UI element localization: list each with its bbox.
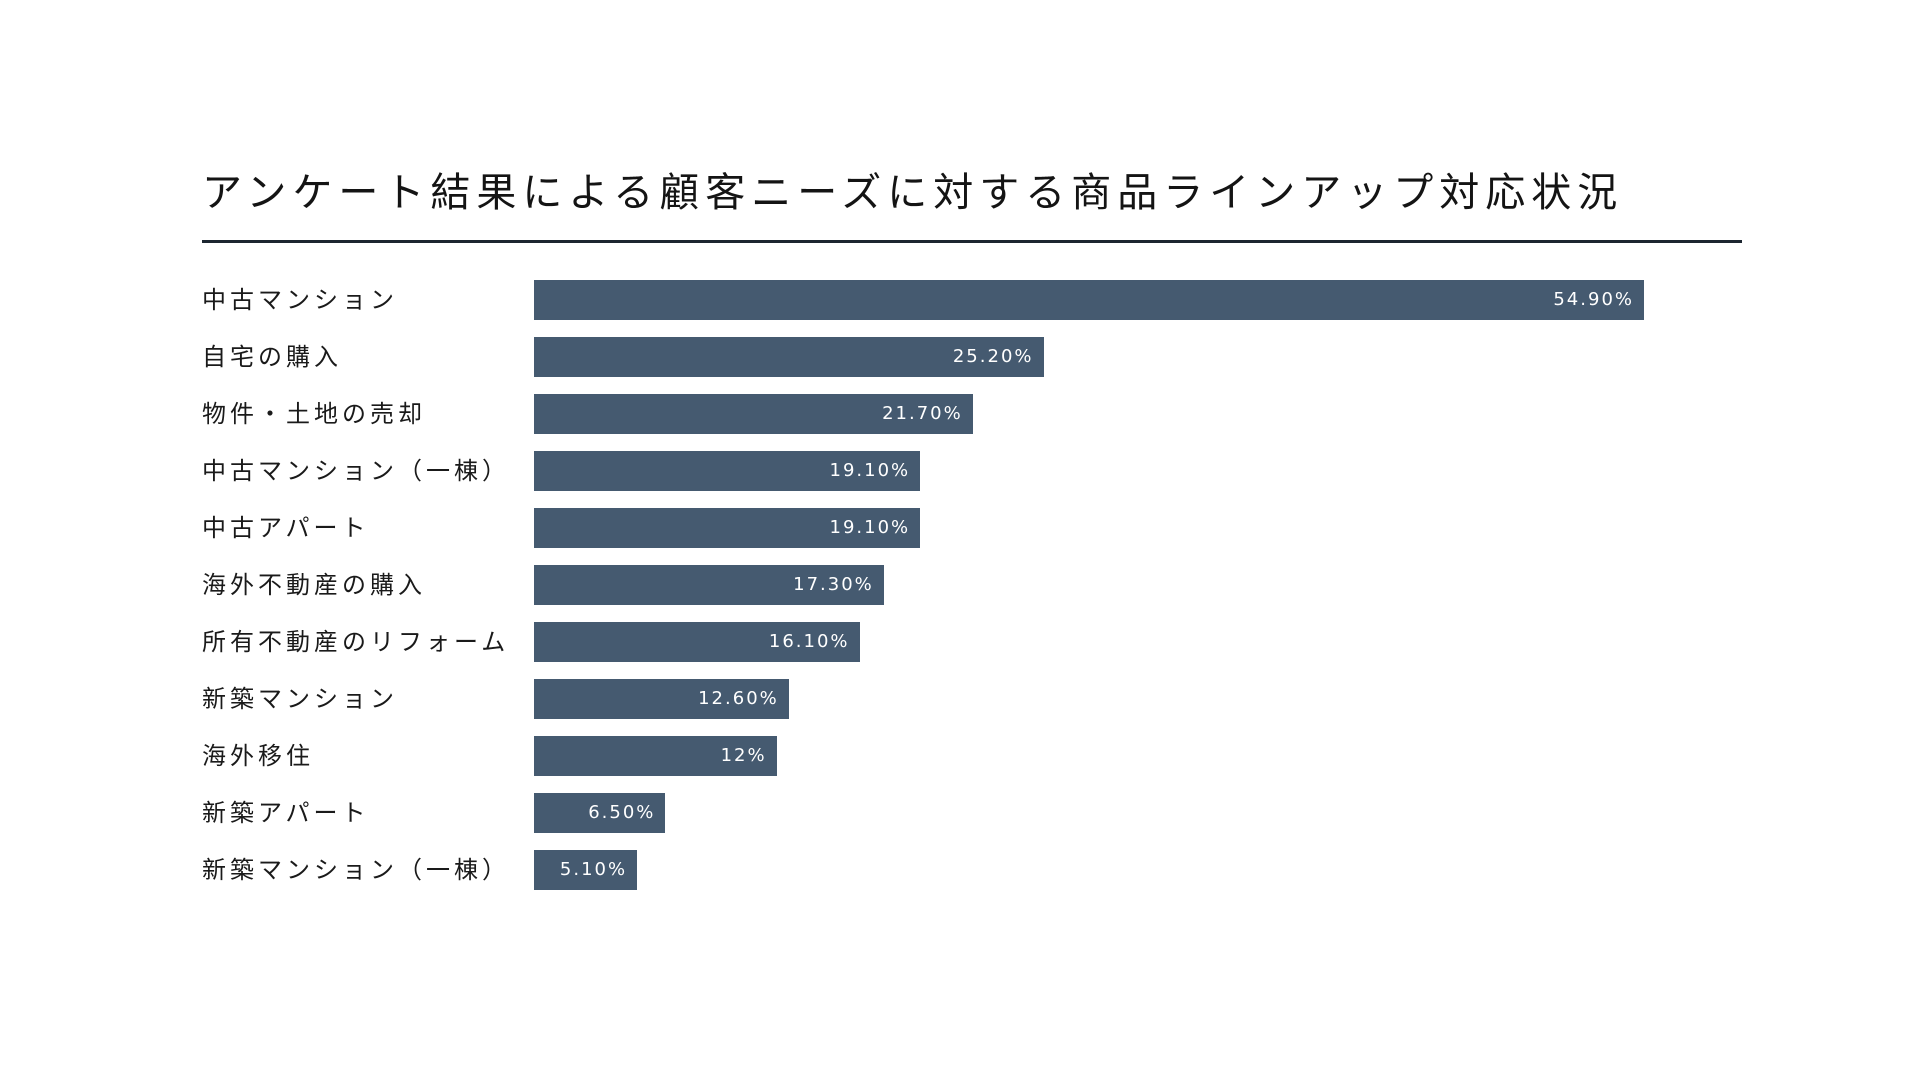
category-label: 中古マンション (202, 286, 398, 314)
bar-row: 自宅の購入 25.20% (202, 337, 1742, 377)
value-label: 25.20% (952, 346, 1034, 367)
bar-row: 海外不動産の購入 17.30% (202, 565, 1742, 605)
bar: 54.90% (534, 280, 1644, 320)
bar-row: 新築アパート 6.50% (202, 793, 1742, 833)
value-label: 17.30% (793, 574, 874, 595)
value-label: 21.70% (882, 403, 963, 424)
title-underline (202, 240, 1742, 243)
category-label: 所有不動産のリフォーム (202, 628, 510, 656)
value-label: 19.10% (829, 517, 911, 538)
bar-row: 新築マンション 12.60% (202, 679, 1742, 719)
bar: 17.30% (534, 565, 884, 605)
bar-row: 新築マンション（一棟） 5.10% (202, 850, 1742, 890)
category-label: 海外不動産の購入 (202, 571, 426, 599)
category-label: 新築マンション（一棟） (202, 856, 510, 884)
value-label: 5.10% (559, 859, 628, 880)
bar: 21.70% (534, 394, 973, 434)
bar-row: 所有不動産のリフォーム 16.10% (202, 622, 1742, 662)
bar-row: 海外移住 12% (202, 736, 1742, 776)
value-label: 19.10% (829, 460, 911, 481)
category-label: 新築マンション (202, 685, 398, 713)
value-label: 12% (720, 745, 767, 766)
category-label: 物件・土地の売却 (202, 400, 426, 428)
bar-row: 中古アパート 19.10% (202, 508, 1742, 548)
category-label: 中古アパート (202, 514, 370, 542)
bar: 5.10% (534, 850, 638, 890)
bar-row: 中古マンション 54.90% (202, 280, 1742, 320)
bar: 25.20% (534, 337, 1044, 377)
category-label: 新築アパート (202, 799, 370, 827)
chart-title: アンケート結果による顧客ニーズに対する商品ラインアップ対応状況 (202, 170, 1624, 216)
bar: 6.50% (534, 793, 666, 833)
value-label: 54.90% (1553, 289, 1634, 310)
category-label: 海外移住 (202, 742, 314, 770)
value-label: 6.50% (588, 802, 656, 823)
value-label: 12.60% (698, 688, 779, 709)
bar-chart: 中古マンション 54.90% 自宅の購入 25.20% 物件・土地の売却 21.70% 中古… (202, 280, 1742, 900)
bar: 19.10% (534, 508, 921, 548)
bar: 12% (534, 736, 777, 776)
bar: 16.10% (534, 622, 860, 662)
bar-row: 物件・土地の売却 21.70% (202, 394, 1742, 434)
bar: 12.60% (534, 679, 789, 719)
value-label: 16.10% (768, 631, 850, 652)
bar-row: 中古マンション（一棟） 19.10% (202, 451, 1742, 491)
bar: 19.10% (534, 451, 921, 491)
category-label: 中古マンション（一棟） (202, 457, 510, 485)
category-label: 自宅の購入 (202, 343, 342, 371)
